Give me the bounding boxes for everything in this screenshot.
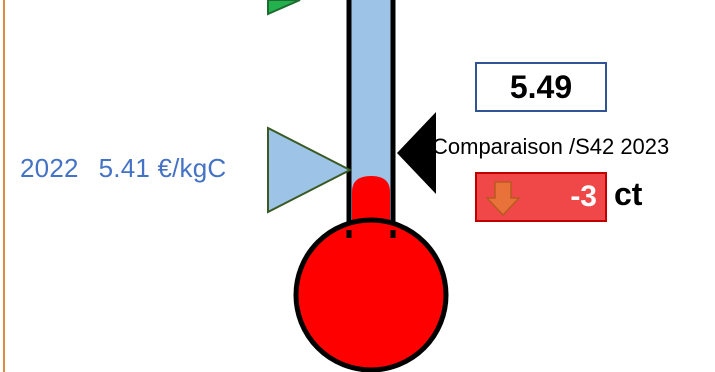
comparison-label: Comparaison /S42 2023 [432,134,670,159]
current-value-box: 5.49 [475,62,607,112]
thermometer-bulb [293,217,449,372]
current-level-pointer [397,112,436,194]
delta-box: -3 [475,172,607,222]
reference-year: 2022 [20,153,79,183]
current-value: 5.49 [509,68,573,105]
delta-unit: ct [614,176,643,212]
arrow-down-icon [485,181,521,217]
top-reference-marker [267,0,301,16]
reference-price: 5.41 €/kgC [98,153,227,183]
reference-price-label: 2022 5.41 €/kgC [20,153,226,184]
panel-border [3,0,5,372]
reference-year-marker [267,126,353,214]
delta-value: -3 [570,180,597,213]
